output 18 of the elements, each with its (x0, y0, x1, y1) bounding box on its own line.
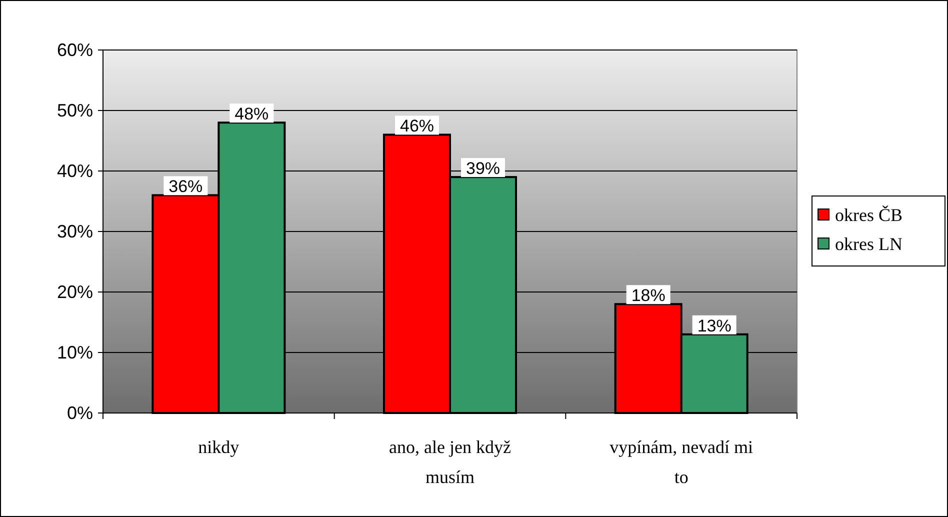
data-label: 18% (631, 286, 666, 306)
y-tick-label: 30% (56, 222, 93, 242)
y-tick-label: 10% (56, 342, 93, 362)
y-tick-label: 40% (56, 161, 93, 181)
y-tick-label: 50% (56, 100, 93, 120)
x-tick-label: ano, ale jen když musím (389, 437, 511, 487)
data-label: 13% (697, 316, 732, 336)
y-tick-label: 20% (56, 282, 93, 302)
data-label: 48% (234, 104, 269, 124)
data-label: 39% (466, 159, 500, 178)
legend-label: okres LN (835, 234, 902, 254)
x-tick-label: vypínám, nevadí mi to (610, 437, 754, 487)
x-tick-label: nikdy (198, 437, 240, 457)
data-label: 36% (168, 177, 203, 196)
y-tick-label: 0% (66, 403, 93, 423)
legend-label: okres ČB (835, 205, 902, 225)
data-label: 46% (400, 116, 434, 136)
y-tick-label: 60% (56, 40, 93, 60)
